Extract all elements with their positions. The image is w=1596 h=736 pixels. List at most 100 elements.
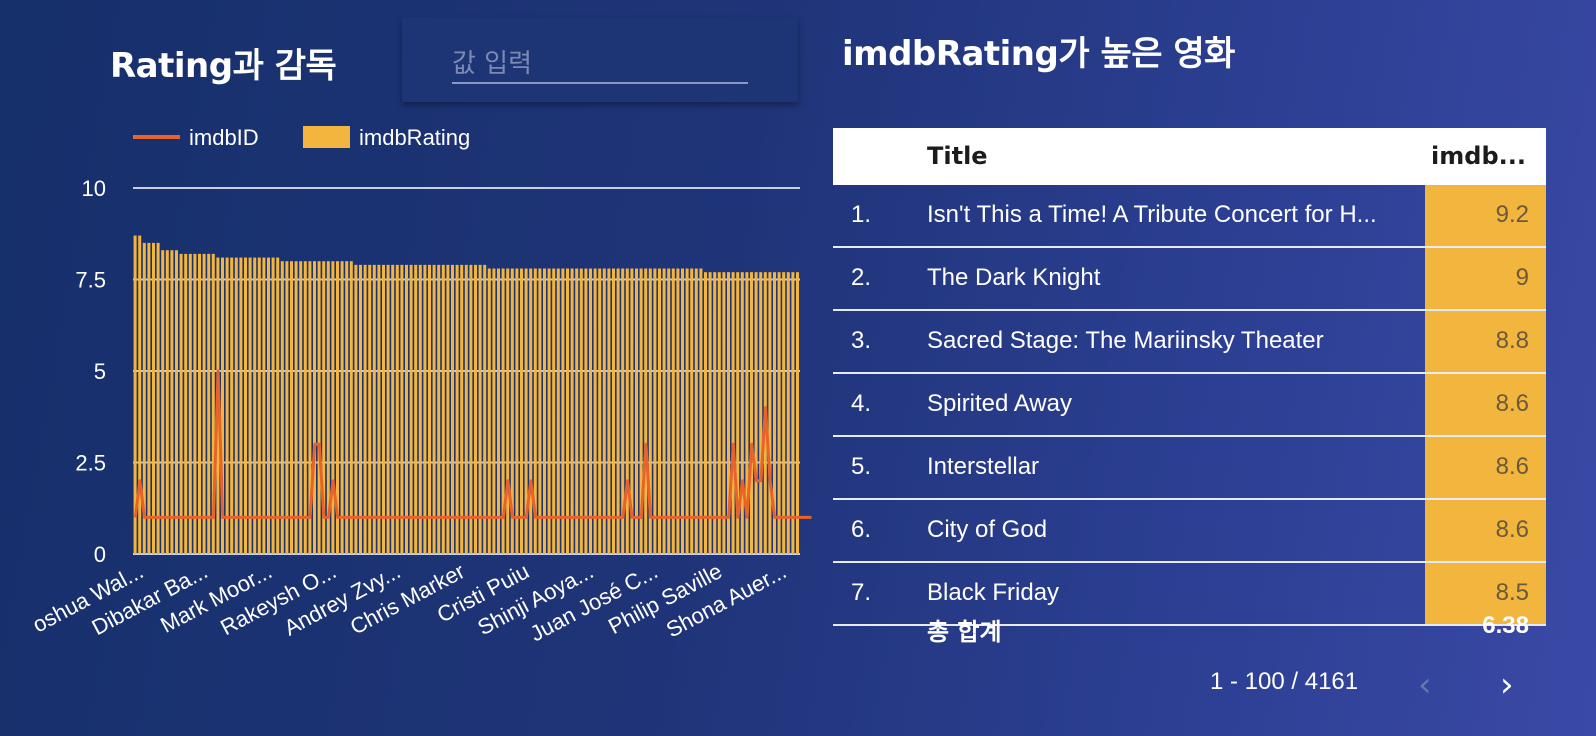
rating-bar[interactable] xyxy=(736,272,740,554)
rating-bar[interactable] xyxy=(510,268,514,554)
rating-bar[interactable] xyxy=(704,272,707,554)
rating-bar[interactable] xyxy=(418,264,422,554)
rating-bar[interactable] xyxy=(745,272,749,554)
rating-bar[interactable] xyxy=(165,250,169,554)
rating-bar[interactable] xyxy=(363,264,367,554)
rating-bar[interactable] xyxy=(722,272,726,554)
rating-bar[interactable] xyxy=(294,261,298,554)
rating-bar[interactable] xyxy=(782,272,786,554)
rating-bar[interactable] xyxy=(681,268,684,554)
rating-bar[interactable] xyxy=(566,268,569,554)
rating-bar[interactable] xyxy=(303,261,307,554)
rating-bar[interactable] xyxy=(717,272,721,554)
rating-bar[interactable] xyxy=(547,268,551,554)
column-header-title[interactable]: Title xyxy=(927,142,988,170)
rating-bar[interactable] xyxy=(207,253,211,554)
rating-bar[interactable] xyxy=(685,268,689,554)
rating-bar[interactable] xyxy=(520,268,523,554)
rating-bar[interactable] xyxy=(501,268,505,554)
rating-bar[interactable] xyxy=(372,264,376,554)
rating-bar[interactable] xyxy=(759,272,763,554)
rating-bar[interactable] xyxy=(221,257,224,554)
value-input[interactable] xyxy=(452,46,748,84)
rating-bar[interactable] xyxy=(188,253,192,554)
rating-bar[interactable] xyxy=(405,264,408,554)
rating-bar[interactable] xyxy=(639,268,643,554)
rating-bar[interactable] xyxy=(750,272,753,554)
rating-bar[interactable] xyxy=(727,272,730,554)
rating-bar[interactable] xyxy=(299,261,303,554)
rating-bar[interactable] xyxy=(533,268,537,554)
rating-bar[interactable] xyxy=(234,257,238,554)
rating-bar[interactable] xyxy=(483,264,487,554)
rating-bar[interactable] xyxy=(708,272,712,554)
rating-bar[interactable] xyxy=(161,250,165,554)
rating-bar[interactable] xyxy=(211,253,215,554)
rating-bar[interactable] xyxy=(262,257,266,554)
rating-bar[interactable] xyxy=(515,268,519,554)
rating-bar[interactable] xyxy=(244,257,247,554)
rating-bar[interactable] xyxy=(607,268,611,554)
rating-bar[interactable] xyxy=(156,242,160,554)
rating-bar[interactable] xyxy=(230,257,234,554)
rating-bar[interactable] xyxy=(175,250,178,554)
rating-bar[interactable] xyxy=(368,264,372,554)
rating-bar[interactable] xyxy=(543,268,546,554)
rating-bar[interactable] xyxy=(648,268,652,554)
rating-bar[interactable] xyxy=(285,261,289,554)
rating-bar[interactable] xyxy=(331,261,335,554)
rating-bar[interactable] xyxy=(280,261,284,554)
rating-bar[interactable] xyxy=(612,268,615,554)
rating-bar[interactable] xyxy=(400,264,404,554)
chevron-left-icon[interactable]: ‹ xyxy=(1418,665,1432,705)
rating-bar[interactable] xyxy=(451,264,454,554)
rating-bar[interactable] xyxy=(524,268,528,554)
rating-bar[interactable] xyxy=(653,268,657,554)
rating-bar[interactable] xyxy=(731,272,735,554)
rating-bar[interactable] xyxy=(791,272,795,554)
rating-bar[interactable] xyxy=(570,268,574,554)
rating-bar[interactable] xyxy=(253,257,257,554)
rating-bar[interactable] xyxy=(667,268,671,554)
rating-bar[interactable] xyxy=(432,264,436,554)
rating-bar[interactable] xyxy=(497,268,500,554)
rating-bar[interactable] xyxy=(455,264,459,554)
rating-bar[interactable] xyxy=(248,257,252,554)
rating-bar[interactable] xyxy=(340,261,344,554)
rating-bar[interactable] xyxy=(644,268,648,554)
rating-bar[interactable] xyxy=(138,235,142,554)
rating-bar[interactable] xyxy=(322,261,326,554)
rating-bar[interactable] xyxy=(276,257,280,554)
rating-bar[interactable] xyxy=(671,268,675,554)
rating-bar[interactable] xyxy=(345,261,349,554)
rating-bar[interactable] xyxy=(308,261,312,554)
rating-bar[interactable] xyxy=(584,268,588,554)
chevron-right-icon[interactable]: › xyxy=(1500,665,1514,705)
rating-bar[interactable] xyxy=(317,261,321,554)
rating-bar[interactable] xyxy=(777,272,781,554)
rating-bar[interactable] xyxy=(225,257,229,554)
rating-bar[interactable] xyxy=(359,264,362,554)
rating-bar[interactable] xyxy=(575,268,579,554)
rating-bar[interactable] xyxy=(336,261,339,554)
rating-bar[interactable] xyxy=(257,257,261,554)
rating-bar[interactable] xyxy=(625,268,629,554)
rating-bar[interactable] xyxy=(290,261,293,554)
rating-bar[interactable] xyxy=(773,272,776,554)
rating-bar[interactable] xyxy=(589,268,592,554)
rating-bar[interactable] xyxy=(460,264,464,554)
rating-bar[interactable] xyxy=(377,264,381,554)
rating-bar[interactable] xyxy=(423,264,427,554)
rating-bar[interactable] xyxy=(395,264,399,554)
rating-bar[interactable] xyxy=(621,268,625,554)
rating-bar[interactable] xyxy=(754,272,758,554)
rating-bar[interactable] xyxy=(740,272,744,554)
rating-bar[interactable] xyxy=(428,264,431,554)
rating-bar[interactable] xyxy=(391,264,395,554)
rating-bar[interactable] xyxy=(142,242,146,554)
column-header-rating[interactable]: imdb... xyxy=(1431,142,1526,170)
rating-bar[interactable] xyxy=(552,268,556,554)
rating-bar[interactable] xyxy=(271,257,275,554)
rating-bar[interactable] xyxy=(184,253,188,554)
rating-bar[interactable] xyxy=(469,264,473,554)
